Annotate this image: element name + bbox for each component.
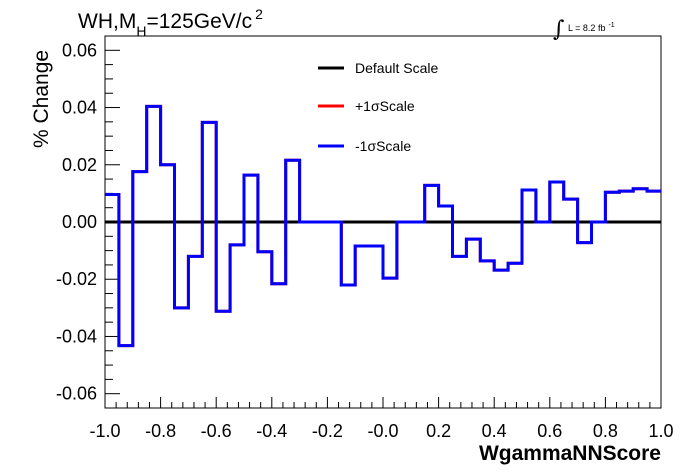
- legend-label-1: +1σScale: [355, 98, 415, 114]
- y-axis-tick-labels: -0.06 -0.04 -0.02 0.00 0.02 0.04 0.06: [56, 40, 97, 403]
- x-tick-label: 0.2: [426, 421, 451, 441]
- luminosity-label: L = 8.2 fb -1: [568, 22, 615, 33]
- y-tick-label: -0.04: [56, 326, 97, 346]
- x-tick-label: -0.2: [312, 421, 343, 441]
- luminosity-exponent: -1: [608, 22, 614, 29]
- y-tick-label: -0.02: [56, 269, 97, 289]
- x-tick-label: 0.8: [593, 421, 618, 441]
- legend-label-2: -1σScale: [355, 138, 411, 154]
- luminosity-integral: ∫: [553, 17, 565, 42]
- series-group: [105, 104, 661, 348]
- x-axis-ticks: [104, 397, 662, 408]
- series-line-2: [105, 104, 661, 348]
- x-axis-tick-labels: -1.0 -0.8 -0.6 -0.4 -0.2 -0.0 0.2 0.4 0.6 0.8 1.0: [89, 421, 673, 441]
- chart-title-value: =125GeV/c: [146, 10, 252, 33]
- legend-label-0: Default Scale: [355, 60, 438, 76]
- y-axis-title: % Change: [30, 50, 53, 148]
- x-tick-label: -1.0: [89, 421, 120, 441]
- y-tick-label: 0.00: [62, 212, 97, 232]
- x-tick-label: -0.4: [256, 421, 287, 441]
- chart-title-superscript: 2: [255, 6, 263, 22]
- y-tick-label: 0.02: [62, 155, 97, 175]
- x-axis-title: WgammaNNScore: [479, 442, 661, 465]
- x-tick-label: 1.0: [648, 421, 673, 441]
- chart-title-prefix: WH,M: [78, 10, 136, 33]
- legend: Default Scale +1σScale -1σScale: [318, 60, 438, 154]
- chart-title-subscript: H: [136, 23, 146, 39]
- x-tick-label: 0.4: [482, 421, 507, 441]
- y-tick-label: 0.04: [62, 98, 97, 118]
- x-tick-label: -0.0: [367, 421, 398, 441]
- chart-title: WH,MH=125GeV/c 2: [78, 6, 263, 39]
- x-tick-label: 0.6: [537, 421, 562, 441]
- x-tick-label: -0.6: [201, 421, 232, 441]
- y-tick-label: 0.06: [62, 40, 97, 60]
- x-tick-label: -0.8: [145, 421, 176, 441]
- y-tick-label: -0.06: [56, 384, 97, 404]
- luminosity-text: L = 8.2 fb: [568, 23, 605, 33]
